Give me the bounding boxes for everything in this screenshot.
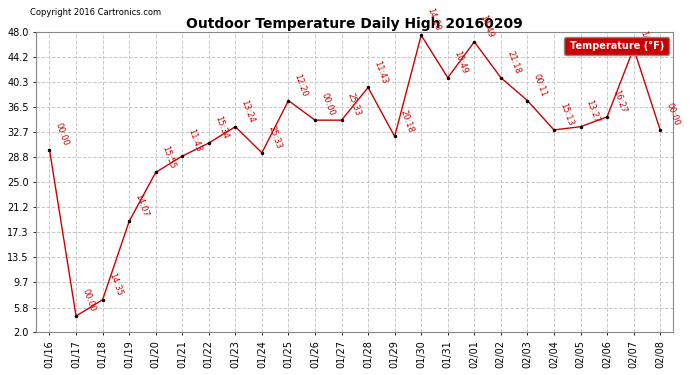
Text: 15:13: 15:13 [558, 102, 575, 127]
Text: 10:49: 10:49 [452, 50, 469, 75]
Text: 11:43: 11:43 [186, 128, 203, 153]
Text: 00:00: 00:00 [54, 122, 70, 147]
Text: 14:49: 14:49 [478, 13, 495, 39]
Text: 00:00: 00:00 [80, 288, 97, 313]
Text: 00:00: 00:00 [664, 102, 681, 127]
Text: 14:20: 14:20 [425, 7, 442, 33]
Text: 15:55: 15:55 [160, 144, 177, 170]
Text: 00:00: 00:00 [319, 92, 336, 117]
Text: 11:43: 11:43 [373, 59, 389, 85]
Text: 14:: 14: [638, 30, 651, 45]
Text: 12:20: 12:20 [293, 72, 309, 98]
Text: 00:11: 00:11 [531, 72, 548, 98]
Text: 13:24: 13:24 [239, 98, 256, 124]
Text: 14:07: 14:07 [133, 193, 150, 219]
Title: Outdoor Temperature Daily High 20160209: Outdoor Temperature Daily High 20160209 [186, 17, 523, 31]
Legend: Temperature (°F): Temperature (°F) [564, 37, 669, 55]
Text: 25:33: 25:33 [346, 92, 362, 117]
Text: 15:34: 15:34 [213, 115, 230, 140]
Text: 21:18: 21:18 [505, 50, 522, 75]
Text: 20:18: 20:18 [399, 108, 415, 134]
Text: 25:33: 25:33 [266, 124, 283, 150]
Text: Copyright 2016 Cartronics.com: Copyright 2016 Cartronics.com [30, 8, 161, 17]
Text: 13:27: 13:27 [584, 98, 602, 124]
Text: 16:27: 16:27 [611, 88, 628, 114]
Text: 14:35: 14:35 [107, 272, 124, 297]
